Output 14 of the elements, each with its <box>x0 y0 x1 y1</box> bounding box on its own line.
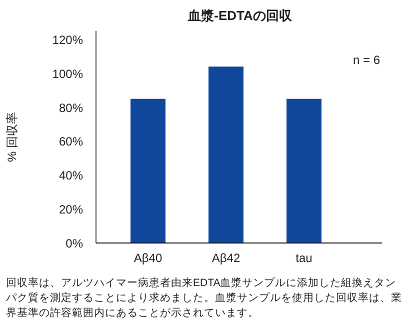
title: 血漿-EDTAの回収 <box>188 8 292 23</box>
xtick: Aβ42 <box>212 251 240 265</box>
xtick: tau <box>296 251 312 265</box>
annotation: n = 6 <box>352 53 380 67</box>
ytick: 0% <box>66 236 83 250</box>
ytick: 40% <box>58 168 83 183</box>
ytick: 100% <box>52 66 83 81</box>
ytick: 20% <box>58 202 83 217</box>
ytick: 60% <box>58 134 83 149</box>
ylabel: % 回収率 <box>5 112 19 162</box>
text: 回収率は、アルツハイマー病患者由来EDTA血漿サンプルに添加した組換えタンパク質を測定することにより求めました。血漿サンプルを使用した回収率は、業界基準の許容範囲内にあることが示されています。 <box>6 276 403 321</box>
ytick: 80% <box>58 100 83 115</box>
ytick: 120% <box>52 32 83 47</box>
xtick: Aβ40 <box>134 251 162 265</box>
